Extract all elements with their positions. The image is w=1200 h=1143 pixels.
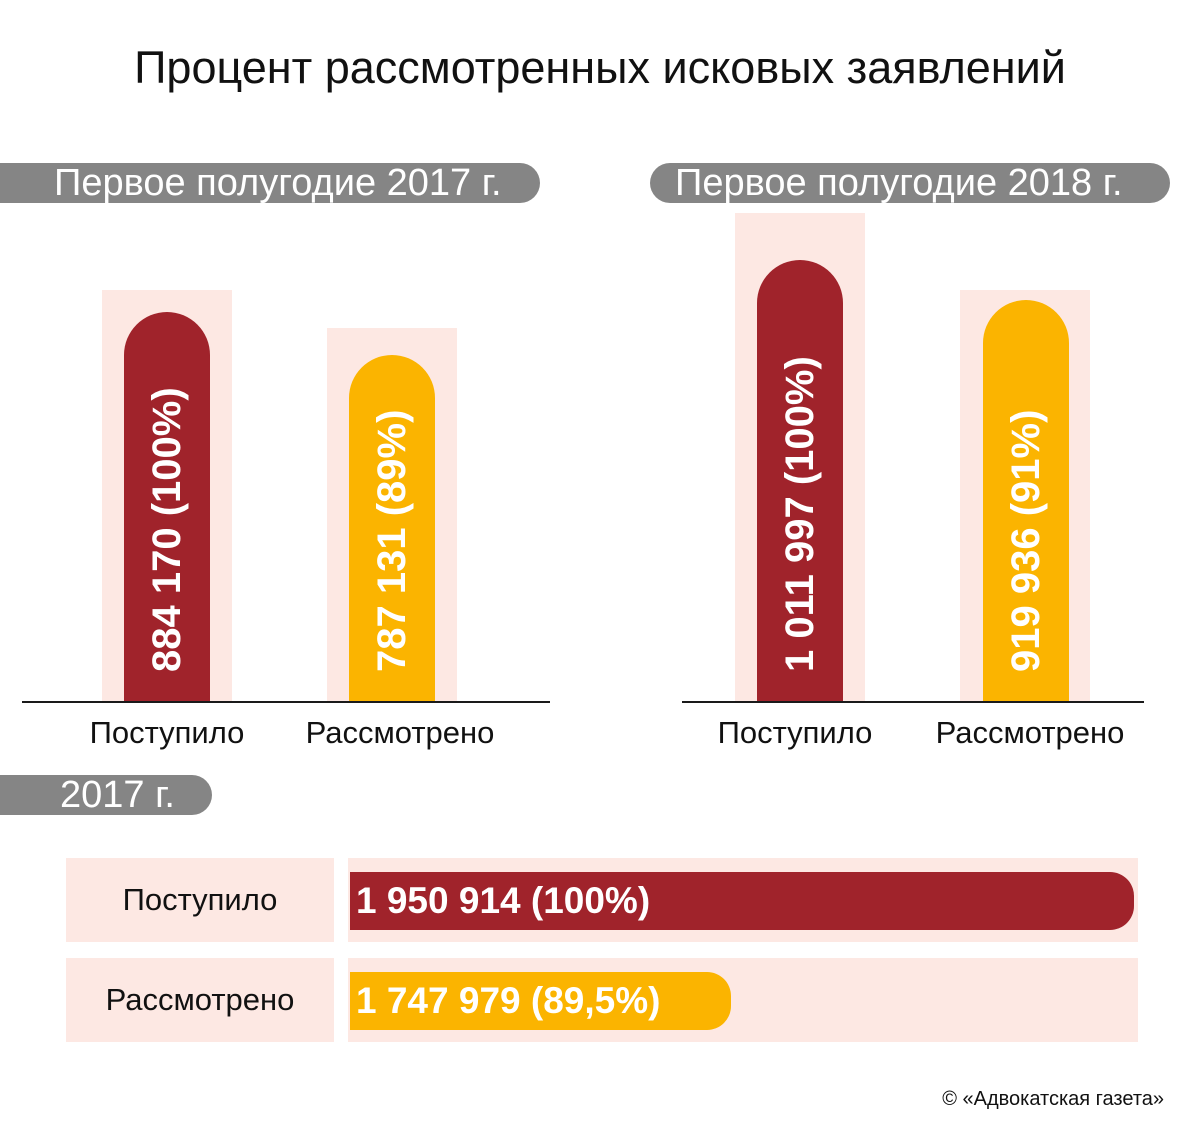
copyright: © «Адвокатская газета» (942, 1088, 1164, 1110)
bar-2018h1-reviewed (983, 300, 1069, 702)
page-title: Процент рассмотренных исковых заявлений (134, 42, 1066, 93)
row-label-2017-reviewed: Рассмотрено (66, 958, 334, 1042)
bar-label-2018h1-reviewed: 919 936 (91%) (1004, 409, 1048, 672)
chart-2017-title: 2017 г. (0, 775, 212, 815)
hbar-2017-reviewed: 1 747 979 (89,5%) (350, 972, 731, 1030)
cat-label-2018h1-received: Поступило (717, 715, 873, 750)
chart-2017h1-title: Первое полугодие 2017 г. (0, 163, 540, 203)
bar-label-2017h1-reviewed: 787 131 (89%) (370, 409, 414, 672)
baseline-2017h1 (22, 701, 550, 703)
bar-2017h1-received (124, 312, 210, 702)
bar-label-2017h1-received: 884 170 (100%) (145, 387, 189, 672)
chart-2017h1-title-text: Первое полугодие 2017 г. (54, 162, 502, 204)
cat-label-2017h1-received: Поступило (89, 715, 245, 750)
row-label-2017-received: Поступило (66, 858, 334, 942)
bar-label-2018h1-received: 1 011 997 (100%) (778, 356, 822, 672)
hbar-2017-received: 1 950 914 (100%) (350, 872, 1134, 930)
chart-2017-title-text: 2017 г. (60, 774, 175, 816)
chart-2018h1-title: Первое полугодие 2018 г. (650, 163, 1170, 203)
cat-label-2017h1-reviewed: Рассмотрено (305, 715, 495, 750)
bar-2018h1-received (757, 260, 843, 702)
cat-label-2018h1-reviewed: Рассмотрено (935, 715, 1125, 750)
chart-2018h1-title-text: Первое полугодие 2018 г. (675, 162, 1123, 204)
bar-2017h1-reviewed (349, 355, 435, 702)
baseline-2018h1 (682, 701, 1144, 703)
